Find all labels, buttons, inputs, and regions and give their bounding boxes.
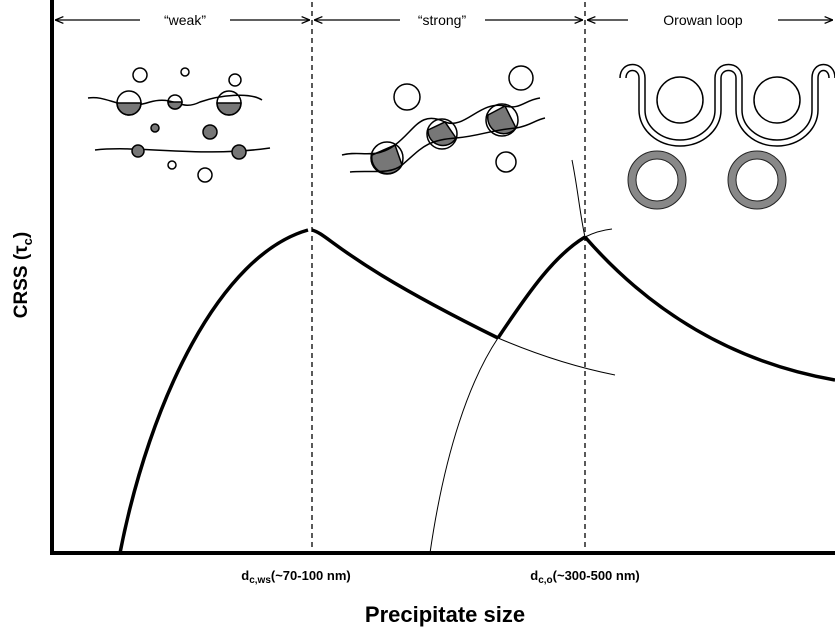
orowan-illustration: [619, 63, 835, 210]
marker-sub: c,ws: [249, 575, 271, 586]
region-label: Orowan loop: [663, 12, 743, 28]
marker-text: (~300-500 nm): [553, 568, 640, 583]
marker-main: d: [241, 568, 249, 583]
x-axis-label: Precipitate size: [365, 602, 525, 627]
curves: [118, 159, 835, 554]
marker-label: dc,o(~300-500 nm): [530, 568, 639, 586]
region-label: “weak”: [164, 12, 206, 28]
weak-illustration: [87, 67, 271, 183]
marker-label: dc,ws(~70-100 nm): [241, 568, 350, 586]
y-axis-label: CRSS (τc): [11, 232, 35, 318]
strong-illustration: [341, 65, 546, 175]
marker-text: (~70-100 nm): [271, 568, 351, 583]
marker-main: d: [530, 568, 538, 583]
region-label: “strong”: [418, 12, 467, 28]
marker-sub: c,o: [538, 575, 552, 586]
y-axis-label-main: CRSS (τ: [11, 245, 32, 318]
y-axis-label-sub: c: [20, 238, 35, 245]
y-axis-label-end: ): [11, 232, 32, 238]
